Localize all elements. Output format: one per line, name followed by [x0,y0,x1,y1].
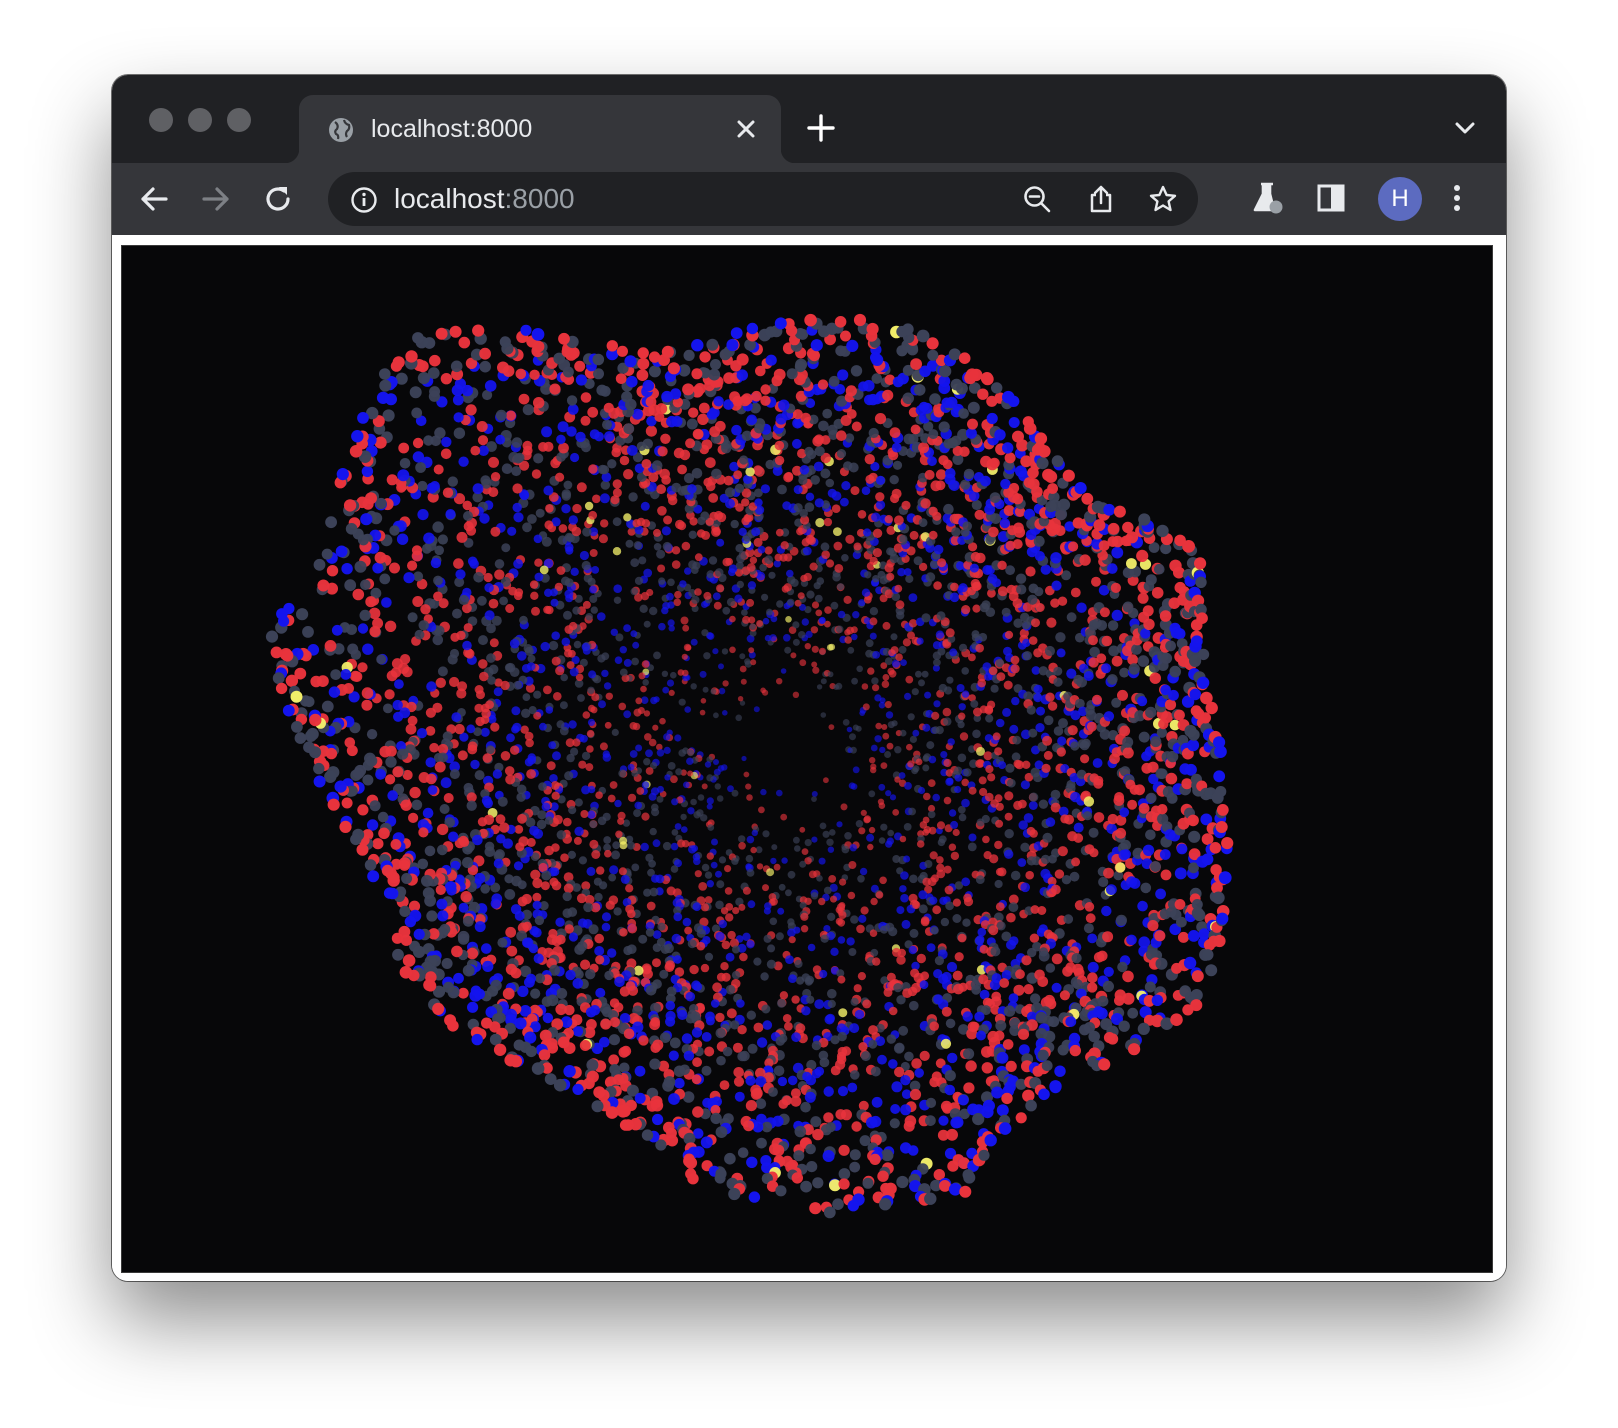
tab-strip: localhost:8000 [112,75,1506,163]
share-icon[interactable] [1086,184,1116,214]
window-zoom-button[interactable] [227,108,251,132]
kebab-menu-icon[interactable] [1438,179,1476,217]
profile-avatar[interactable]: H [1378,177,1422,221]
molecule-render [265,313,1234,1219]
globe-icon [329,118,353,142]
reload-icon[interactable] [260,181,296,217]
page-content [112,235,1506,1281]
zoom-out-icon[interactable] [1022,184,1052,214]
url-port: :8000 [504,183,575,214]
flask-icon[interactable] [1248,179,1286,217]
window-minimize-button[interactable] [188,108,212,132]
window-close-button[interactable] [149,108,173,132]
toolbar: localhost:8000 H [112,163,1506,235]
star-icon[interactable] [1148,184,1178,214]
url-text[interactable]: localhost:8000 [394,182,575,216]
url-host: localhost [394,183,505,214]
chevron-down-icon[interactable] [1452,115,1478,141]
browser-window: localhost:8000 loca [112,75,1506,1281]
close-icon[interactable] [731,114,761,144]
address-bar[interactable]: localhost:8000 [328,172,1198,226]
arrow-left-icon[interactable] [136,181,172,217]
atom-cloud [265,313,1234,1219]
tab-title: localhost:8000 [371,115,533,143]
info-icon[interactable] [350,186,378,214]
plus-icon[interactable] [804,111,838,145]
molecule-viewer-canvas[interactable] [121,245,1493,1273]
arrow-right-icon[interactable] [198,181,234,217]
tab-localhost[interactable]: localhost:8000 [285,95,795,163]
side-panel-icon[interactable] [1312,179,1350,217]
